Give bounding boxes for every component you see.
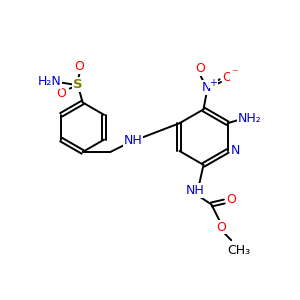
- Text: O: O: [56, 87, 66, 100]
- Text: NH: NH: [186, 184, 205, 197]
- Text: O: O: [196, 62, 206, 75]
- Text: +: +: [209, 78, 217, 88]
- Text: N: N: [231, 145, 240, 158]
- Text: CH₃: CH₃: [228, 244, 251, 256]
- Text: O: O: [226, 193, 236, 206]
- Text: NH: NH: [124, 134, 142, 147]
- Text: O: O: [222, 71, 232, 84]
- Text: O: O: [216, 221, 226, 234]
- Text: N: N: [202, 81, 211, 94]
- Text: H₂N: H₂N: [38, 75, 62, 88]
- Text: ⁻: ⁻: [231, 67, 238, 80]
- Text: NH₂: NH₂: [237, 112, 261, 125]
- Text: O: O: [75, 60, 85, 73]
- Text: S: S: [73, 78, 82, 91]
